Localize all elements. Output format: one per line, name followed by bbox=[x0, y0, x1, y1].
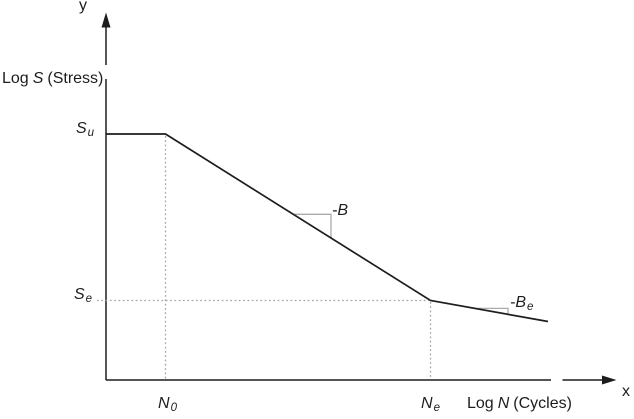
slope-be-label: -Be bbox=[510, 294, 534, 313]
y-axis-arrowhead-icon bbox=[101, 12, 111, 28]
su-label: Su bbox=[76, 120, 95, 139]
n0-label: N0 bbox=[158, 395, 177, 414]
ne-label: Ne bbox=[421, 395, 440, 414]
x-axis-title: Log N (Cycles) bbox=[467, 395, 572, 412]
sn-curve-line bbox=[106, 133, 549, 323]
slope-be-indicator bbox=[475, 307, 509, 314]
slope-b-indicator bbox=[293, 213, 332, 238]
x-arrow-label: x bbox=[622, 383, 630, 400]
se-label: Se bbox=[74, 286, 93, 305]
x-axis-arrowhead-icon bbox=[602, 375, 617, 385]
y-arrow-label: y bbox=[79, 0, 87, 14]
y-axis-title: Log S (Stress) bbox=[2, 70, 104, 87]
slope-b-label: -B bbox=[332, 202, 348, 219]
